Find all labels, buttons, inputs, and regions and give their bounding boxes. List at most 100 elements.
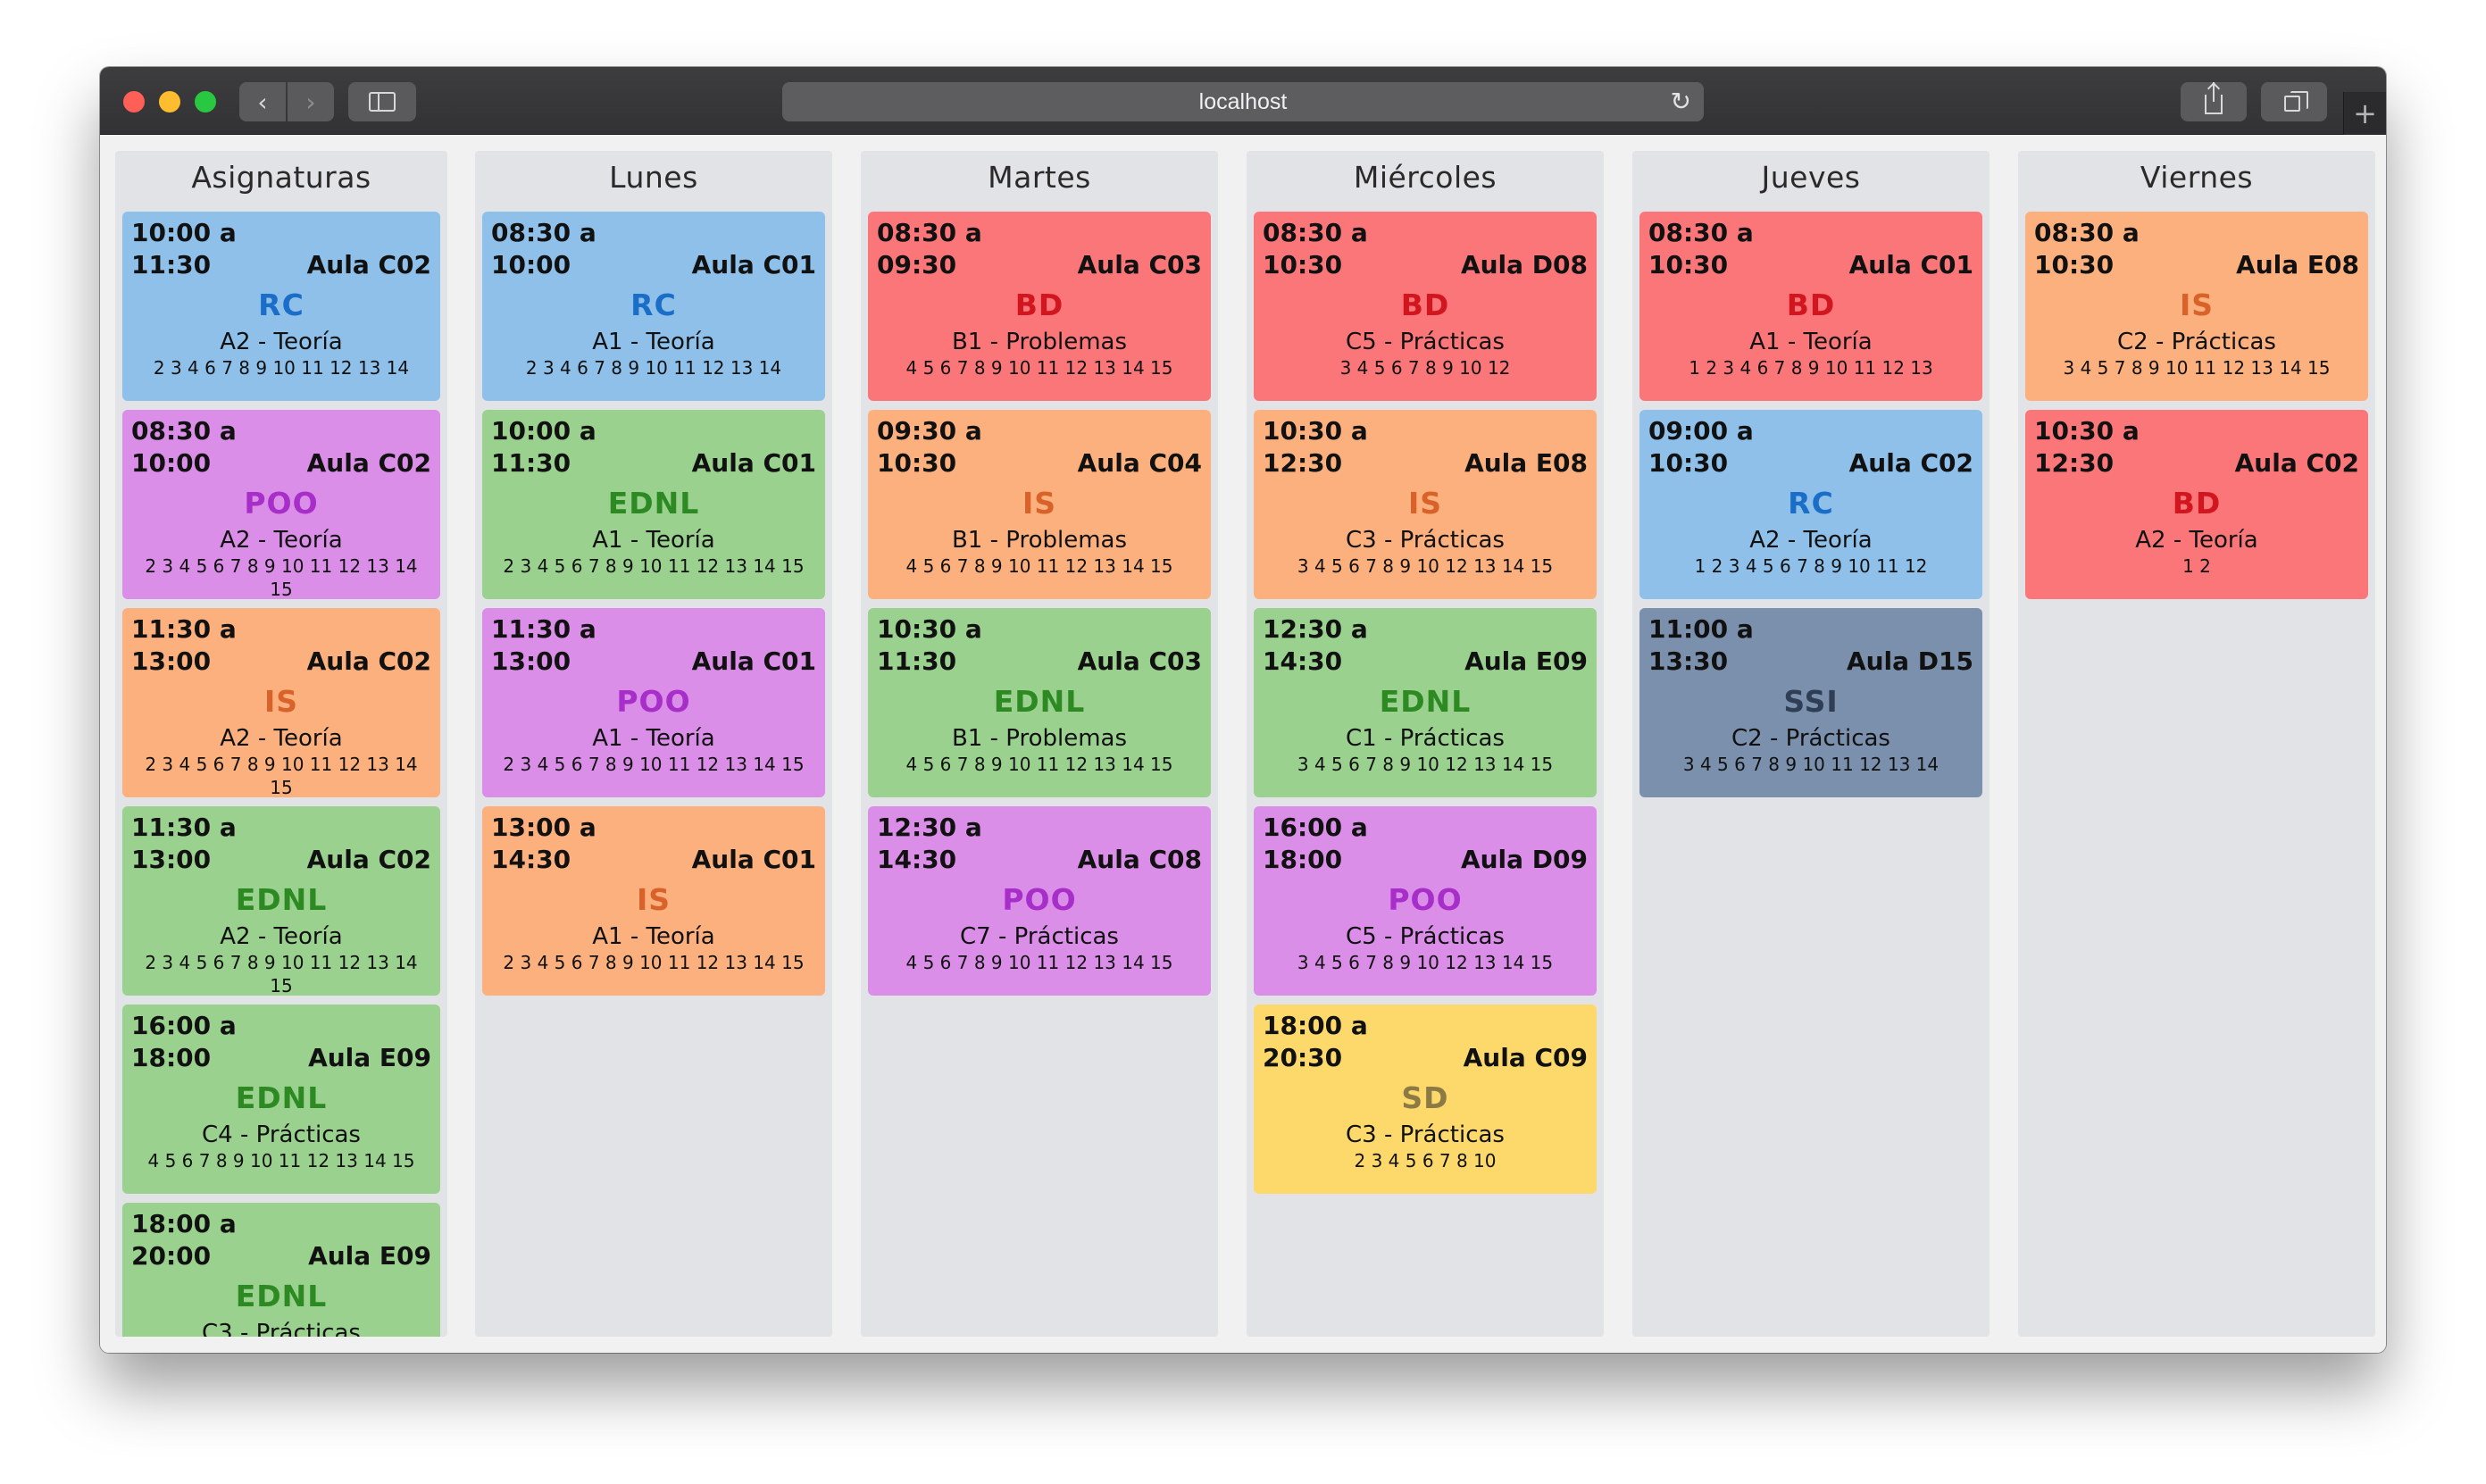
card-end-row: 20:00 Aula E09 (131, 1240, 431, 1272)
card-room: Aula C01 (1848, 250, 1973, 279)
minimize-window-button[interactable] (159, 91, 180, 113)
schedule-card[interactable]: 11:30 a 13:00 Aula C01 POO A1 - Teoría 2 3 4 … (482, 608, 825, 797)
card-group: A2 - Teoría (2135, 527, 2258, 554)
card-weeks: 2 3 4 5 6 7 8 9 10 11 12 13 14 15 (503, 754, 805, 775)
schedule-card[interactable]: 08:30 a 10:30 Aula C01 BD A1 - Teoría 1 2 3 4… (1639, 212, 1982, 401)
card-subject: POO (1002, 882, 1077, 917)
schedule-card[interactable]: 10:00 a 11:30 Aula C01 EDNL A1 - Teoría 2 3 4… (482, 410, 825, 599)
address-bar[interactable]: localhost ↻ (782, 82, 1704, 121)
plus-icon: + (2353, 96, 2377, 130)
card-start-time: 08:30 a (1263, 218, 1368, 247)
card-group: C2 - Prácticas (1731, 725, 1890, 752)
chevron-left-icon: ‹ (257, 87, 268, 117)
close-window-button[interactable] (123, 91, 145, 113)
schedule-card[interactable]: 08:30 a 10:30 Aula D08 BD C5 - Prácticas 3 4 … (1254, 212, 1597, 401)
card-subject: EDNL (607, 486, 700, 521)
card-end-row: 10:30 Aula C01 (1648, 249, 1973, 281)
card-list: 08:30 a 09:30 Aula C03 BD B1 - Problemas 4 5 … (868, 212, 1211, 1005)
card-subject: EDNL (993, 684, 1086, 719)
card-end-time: 13:00 (131, 845, 212, 874)
card-end-row: 11:30 Aula C03 (877, 646, 1202, 678)
card-start-time: 10:30 a (2034, 416, 2140, 446)
card-end-row: 13:00 Aula C01 (491, 646, 816, 678)
card-group: A1 - Teoría (592, 329, 715, 355)
share-button[interactable] (2181, 82, 2247, 121)
card-end-time: 13:30 (1648, 646, 1729, 676)
card-weeks: 3 4 5 6 7 8 9 10 12 13 14 15 (1297, 754, 1554, 775)
card-start-time: 16:00 a (131, 1011, 237, 1040)
card-end-row: 10:00 Aula C01 (491, 249, 816, 281)
card-end-row: 13:00 Aula C02 (131, 646, 431, 678)
card-weeks: 4 5 6 7 8 9 10 11 12 13 14 15 (147, 1150, 415, 1171)
schedule-card[interactable]: 11:00 a 13:30 Aula D15 SSI C2 - Prácticas 3 4… (1639, 608, 1982, 797)
schedule-card[interactable]: 18:00 a 20:30 Aula C09 SD C3 - Prácticas 2 3 … (1254, 1005, 1597, 1194)
card-start-time: 11:30 a (491, 614, 596, 644)
day-column-4: Miércoles 08:30 a 10:30 Aula D08 BD C5 - Prác… (1247, 151, 1604, 1337)
schedule-card[interactable]: 16:00 a 18:00 Aula E09 EDNL C4 - Prácticas 4 … (122, 1005, 440, 1194)
card-weeks: 4 5 6 7 8 9 10 11 12 13 14 15 (905, 555, 1173, 577)
card-end-row: 13:00 Aula C02 (131, 844, 431, 876)
schedule-card[interactable]: 10:00 a 11:30 Aula C02 RC A2 - Teoría 2 3 4 6… (122, 212, 440, 401)
schedule-card[interactable]: 18:00 a 20:00 Aula E09 EDNL C3 - Prácticas (122, 1203, 440, 1337)
card-subject: BD (1400, 288, 1450, 322)
reload-icon[interactable]: ↻ (1670, 88, 1691, 115)
schedule-card[interactable]: 08:30 a 09:30 Aula C03 BD B1 - Problemas 4 5 … (868, 212, 1211, 401)
card-room: Aula C01 (691, 646, 816, 676)
card-room: Aula D08 (1460, 250, 1588, 279)
card-end-row: 12:30 Aula C02 (2034, 447, 2359, 479)
card-weeks: 4 5 6 7 8 9 10 11 12 13 14 15 (905, 952, 1173, 973)
card-weeks: 2 3 4 6 7 8 9 10 11 12 13 14 (525, 357, 782, 379)
card-weeks: 2 3 4 5 6 7 8 9 10 11 12 13 14 15 (145, 754, 418, 798)
schedule-card[interactable]: 08:30 a 10:00 Aula C01 RC A1 - Teoría 2 3 4 6… (482, 212, 825, 401)
card-end-time: 11:30 (877, 646, 957, 676)
card-end-row: 14:30 Aula C01 (491, 844, 816, 876)
card-start-time: 10:30 a (877, 614, 982, 644)
schedule-card[interactable]: 10:30 a 12:30 Aula C02 BD A2 - Teoría 1 2 (2025, 410, 2368, 599)
column-title: Miércoles (1353, 160, 1497, 195)
forward-button[interactable]: › (288, 82, 334, 121)
schedule-card[interactable]: 11:30 a 13:00 Aula C02 IS A2 - Teoría 2 3 4 5… (122, 608, 440, 798)
new-tab-button[interactable]: + (2343, 92, 2386, 135)
card-list: 08:30 a 10:00 Aula C01 RC A1 - Teoría 2 3 4 6… (482, 212, 825, 1005)
card-end-time: 12:30 (2034, 448, 2115, 478)
card-end-time: 10:30 (1263, 250, 1343, 279)
card-start-time: 18:00 a (131, 1209, 237, 1238)
schedule-card[interactable]: 11:30 a 13:00 Aula C02 EDNL A2 - Teoría 2 3 4… (122, 806, 440, 996)
card-subject: EDNL (235, 1279, 328, 1313)
card-room: Aula C03 (1077, 646, 1202, 676)
card-start-time: 11:30 a (131, 614, 237, 644)
show-tabs-button[interactable] (2261, 82, 2327, 121)
schedule-card[interactable]: 10:30 a 12:30 Aula E08 IS C3 - Prácticas 3 4 … (1254, 410, 1597, 599)
schedule-card[interactable]: 10:30 a 11:30 Aula C03 EDNL B1 - Problemas 4 … (868, 608, 1211, 797)
sidebar-toggle-button[interactable] (348, 82, 416, 121)
card-group: A2 - Teoría (1749, 527, 1873, 554)
card-list: 10:00 a 11:30 Aula C02 RC A2 - Teoría 2 3 4 6… (122, 212, 440, 1337)
share-icon (2205, 82, 2223, 114)
card-group: B1 - Problemas (951, 725, 1128, 752)
card-weeks: 3 4 5 6 7 8 9 10 12 (1339, 357, 1511, 379)
maximize-window-button[interactable] (195, 91, 216, 113)
card-end-row: 10:30 Aula C04 (877, 447, 1202, 479)
schedule-card[interactable]: 09:00 a 10:30 Aula C02 RC A2 - Teoría 1 2 3 4… (1639, 410, 1982, 599)
schedule-card[interactable]: 08:30 a 10:00 Aula C02 POO A2 - Teoría 2 3 4 … (122, 410, 440, 600)
schedule-card[interactable]: 13:00 a 14:30 Aula C01 IS A1 - Teoría 2 3 4 5… (482, 806, 825, 996)
card-start-time: 13:00 a (491, 813, 596, 842)
schedule-card[interactable]: 12:30 a 14:30 Aula C08 POO C7 - Prácticas 4 5… (868, 806, 1211, 996)
schedule-card[interactable]: 16:00 a 18:00 Aula D09 POO C5 - Prácticas 3 4… (1254, 806, 1597, 996)
card-start-time: 10:00 a (131, 218, 237, 247)
back-button[interactable]: ‹ (239, 82, 286, 121)
card-weeks: 1 2 (2182, 555, 2211, 577)
schedule-card[interactable]: 09:30 a 10:30 Aula C04 IS B1 - Problemas 4 5 … (868, 410, 1211, 599)
card-weeks: 1 2 3 4 6 7 8 9 10 11 12 13 (1689, 357, 1933, 379)
card-start-time: 08:30 a (877, 218, 982, 247)
schedule-card[interactable]: 08:30 a 10:30 Aula E08 IS C2 - Prácticas 3 4 … (2025, 212, 2368, 401)
card-weeks: 2 3 4 5 6 7 8 10 (1354, 1150, 1497, 1171)
card-start-time: 08:30 a (491, 218, 596, 247)
card-room: Aula C02 (2234, 448, 2359, 478)
card-start-time: 18:00 a (1263, 1011, 1368, 1040)
card-group: C3 - Prácticas (1346, 1121, 1505, 1148)
card-subject: RC (1788, 486, 1834, 521)
card-room: Aula C01 (691, 250, 816, 279)
schedule-card[interactable]: 12:30 a 14:30 Aula E09 EDNL C1 - Prácticas 3 … (1254, 608, 1597, 797)
card-group: A1 - Teoría (1749, 329, 1873, 355)
